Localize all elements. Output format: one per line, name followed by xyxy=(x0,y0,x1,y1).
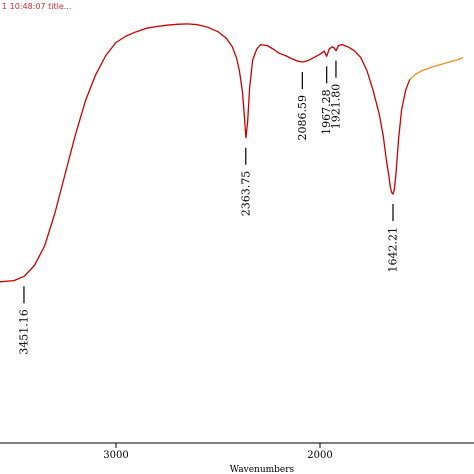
x-axis-label: Wavenumbers xyxy=(230,465,295,474)
x-tick-label: 3000 xyxy=(103,450,128,461)
peak-label: 3451.16 xyxy=(17,309,30,355)
spectrum-header-text: 1 10:48:07 title... xyxy=(2,2,72,11)
spectrum-line-1 xyxy=(0,23,411,283)
peak-label: 2086.59 xyxy=(296,95,309,140)
peak-label: 1967.28 xyxy=(320,89,333,134)
spectrum-line-2 xyxy=(409,57,464,80)
x-tick-label: 2000 xyxy=(307,450,332,461)
spectrum-curves xyxy=(0,23,464,283)
peak-label: 1642.21 xyxy=(386,227,399,273)
peak-label: 2363.75 xyxy=(239,171,252,217)
peak-label: 1921.80 xyxy=(329,84,342,129)
x-axis-ticks: 3000 2000 xyxy=(103,443,333,461)
